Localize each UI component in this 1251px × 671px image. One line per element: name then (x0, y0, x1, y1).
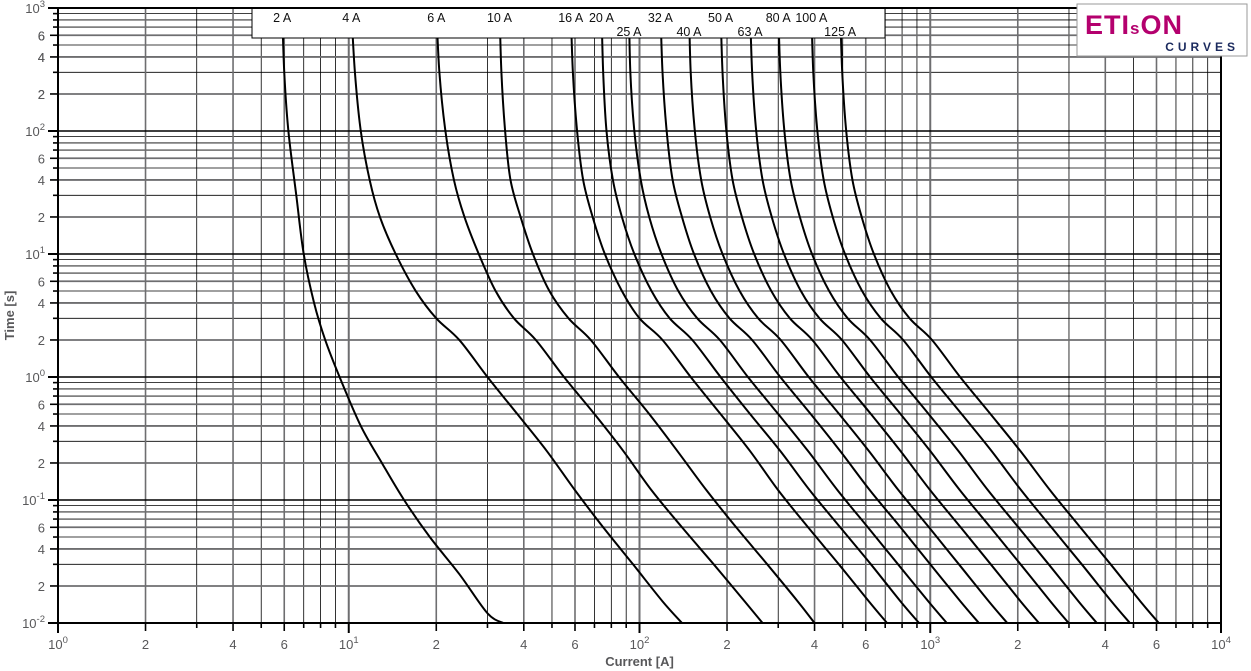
rating-labels: 2 A 4 A 6 A 10 A 16 A 20 A25 A 32 A40 A 50 A 63 … (273, 11, 857, 39)
rating-label-80a: 80 A (766, 11, 792, 25)
rating-label-6a: 6 A (427, 11, 446, 25)
axis-titles: Current [A] Time [s] (2, 291, 674, 669)
rating-label-10a: 10 A (487, 11, 513, 25)
y-axis-title: Time [s] (2, 291, 17, 341)
rating-label-2a: 2 A (273, 11, 292, 25)
curve-10a (498, 8, 816, 623)
y-minor-label: 6 (38, 274, 45, 289)
rating-label-63a: 63 A (738, 25, 764, 39)
x-minor-label: 4 (811, 637, 818, 652)
y-minor-label: 4 (38, 419, 45, 434)
y-minor-label: 2 (38, 87, 45, 102)
rating-label-20a: 20 A (589, 11, 615, 25)
curve-25a (627, 8, 948, 623)
curve-2a (281, 8, 505, 623)
y-minor-label: 4 (38, 296, 45, 311)
x-minor-label: 2 (433, 637, 440, 652)
rating-label-125a: 125 A (824, 25, 857, 39)
y-minor-label: 2 (38, 456, 45, 471)
y-minor-label: 6 (38, 397, 45, 412)
x-minor-label: 6 (281, 637, 288, 652)
x-minor-label: 6 (1153, 637, 1160, 652)
logo-subtitle: CURVES (1165, 40, 1239, 54)
y-minor-label: 4 (38, 50, 45, 65)
curve-16a (569, 8, 888, 623)
rating-label-100a: 100 A (795, 11, 828, 25)
y-minor-label: 2 (38, 333, 45, 348)
curve-32a (659, 8, 980, 623)
y-minor-label: 6 (38, 520, 45, 535)
x-axis-title: Current [A] (605, 654, 674, 669)
x-minor-label: 4 (1102, 637, 1109, 652)
y-minor-label: 2 (38, 210, 45, 225)
axis-ticks (48, 7, 1222, 633)
x-minor-label: 4 (229, 637, 236, 652)
logo-box (1076, 3, 1248, 57)
rating-label-16a: 16 A (558, 11, 584, 25)
x-minor-label: 2 (1014, 637, 1021, 652)
x-minor-label: 4 (520, 637, 527, 652)
rating-label-4a: 4 A (342, 11, 361, 25)
y-minor-label: 4 (38, 50, 45, 65)
curve-group (281, 8, 1160, 623)
curve-125a (839, 8, 1160, 623)
curve-4a (350, 8, 683, 623)
y-minor-label: 2 (38, 87, 45, 102)
rating-label-box (251, 7, 886, 39)
curve-40a (688, 8, 1009, 623)
y-minor-label: 4 (38, 542, 45, 557)
x-minor-label: 2 (723, 637, 730, 652)
rating-label-40a: 40 A (676, 25, 702, 39)
rating-label-32a: 32 A (648, 11, 674, 25)
y-minor-label: 6 (38, 28, 45, 43)
curve-63a (749, 8, 1070, 623)
x-minor-label: 6 (862, 637, 869, 652)
curve-100a (810, 8, 1131, 623)
curves-clipped (281, 8, 1160, 623)
y-minor-label: 6 (38, 28, 45, 43)
y-minor-label: 6 (38, 151, 45, 166)
curve-80a (777, 8, 1098, 623)
y-minor-label: 4 (38, 173, 45, 188)
x-minor-label: 2 (142, 637, 149, 652)
curve-50a (719, 8, 1040, 623)
rating-box (251, 7, 886, 39)
rating-label-25a: 25 A (616, 25, 642, 39)
curve-20a (600, 8, 921, 623)
y-minor-label: 2 (38, 579, 45, 594)
rating-label-50a: 50 A (708, 11, 734, 25)
curve-6a (435, 8, 764, 623)
x-minor-label: 6 (571, 637, 578, 652)
axis-tick-labels: 10310210110010-110-264264264264264264210… (22, 0, 1231, 652)
